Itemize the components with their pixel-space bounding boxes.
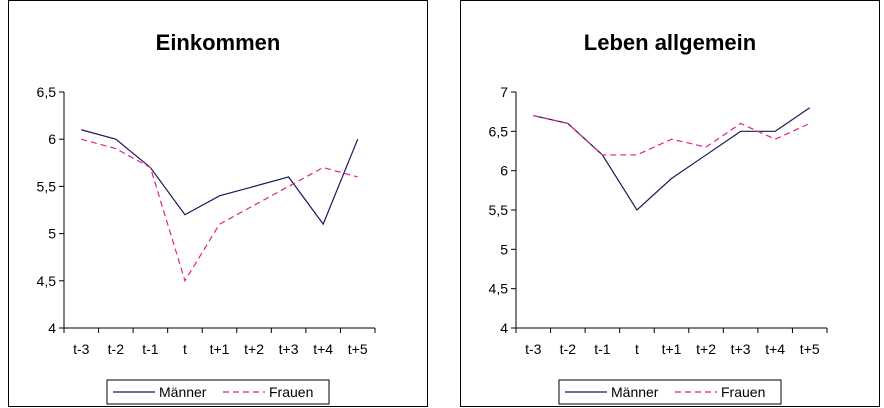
x-tick-label: t+3 (279, 341, 299, 357)
y-tick-label: 5,5 (37, 178, 57, 194)
y-tick-label: 5 (500, 241, 508, 257)
chart-panel-einkommen: Einkommen 4 4,5 5 5,5 6 6,5 t-3 t-2 t-1 t t+1 t+2 t+3… (8, 0, 428, 407)
x-tick-label: t (183, 341, 187, 357)
x-tick-label: t+3 (731, 341, 751, 357)
chart-panel-leben-allgemein: Leben allgemein 4 4,5 5 5,5 6 6,5 7 t-3 t-2 t-1 t t+… (460, 0, 880, 407)
y-tick-label: 4,5 (37, 273, 57, 289)
y-tick-label: 6 (48, 131, 56, 147)
x-tick-label: t-2 (560, 341, 577, 357)
x-tick-label: t-2 (108, 341, 125, 357)
y-tick-label: 4 (500, 320, 508, 336)
x-tick-label: t+5 (348, 341, 368, 357)
x-tick-label: t-1 (142, 341, 159, 357)
y-tick-label: 5,5 (489, 202, 509, 218)
legend-label: Männer (159, 384, 207, 400)
chart-einkommen: Einkommen 4 4,5 5 5,5 6 6,5 t-3 t-2 t-1 t t+1 t+2 t+3… (8, 0, 428, 407)
x-tick-label: t-3 (525, 341, 542, 357)
legend-label: Frauen (721, 384, 765, 400)
chart-title: Leben allgemein (584, 30, 756, 55)
chart-title: Einkommen (156, 30, 281, 55)
x-tick-label: t+2 (696, 341, 716, 357)
y-tick-label: 6 (500, 163, 508, 179)
x-tick-label: t+4 (313, 341, 333, 357)
legend (558, 379, 782, 405)
x-tick-label: t (635, 341, 639, 357)
x-tick-label: t+2 (244, 341, 264, 357)
series-line-frauen (533, 115, 810, 156)
y-tick-label: 4 (48, 320, 56, 336)
y-tick-label: 6,5 (37, 84, 57, 100)
y-tick-label: 7 (500, 84, 508, 100)
chart-frame (8, 0, 428, 407)
x-tick-label: t+4 (765, 341, 785, 357)
x-tick-label: t+1 (210, 341, 230, 357)
y-tick-label: 5 (48, 226, 56, 242)
chart-frame (460, 0, 880, 407)
y-tick-label: 6,5 (489, 123, 509, 139)
series-line-mnner (81, 129, 359, 226)
x-tick-label: t+5 (800, 341, 820, 357)
legend-label: Frauen (269, 384, 313, 400)
chart-leben-allgemein: Leben allgemein 4 4,5 5 5,5 6 6,5 7 t-3 t-2 t-1 t t+… (460, 0, 880, 407)
series-line-frauen (81, 138, 358, 283)
y-tick-label: 4,5 (489, 281, 509, 297)
legend-label: Männer (611, 384, 659, 400)
x-tick-label: t-3 (73, 341, 90, 357)
x-tick-label: t+1 (662, 341, 682, 357)
x-tick-label: t-1 (594, 341, 611, 357)
